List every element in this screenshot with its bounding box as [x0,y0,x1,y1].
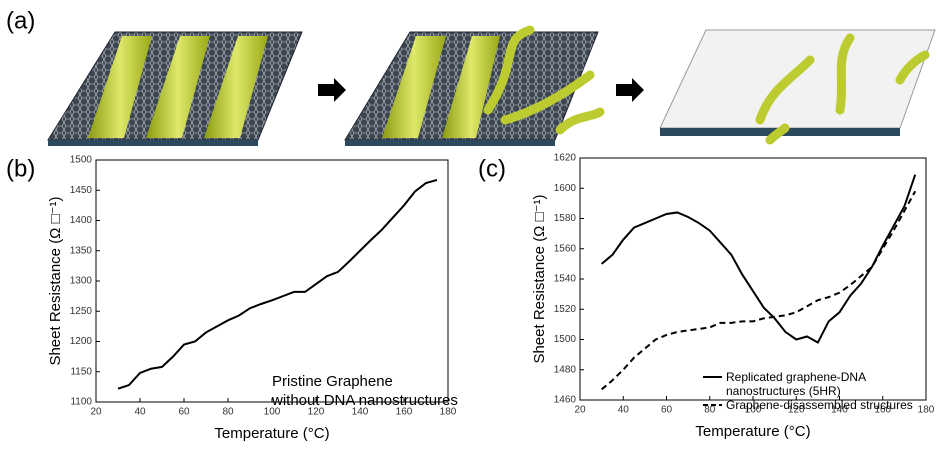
y-tick-label: 1560 [554,243,577,254]
legend-label: Graphene-disassembled structures [726,398,931,412]
x-tick-label: 80 [222,407,234,418]
y-tick-label: 1150 [70,366,92,377]
y-tick-label: 1460 [554,395,577,406]
x-tick-label: 20 [90,407,102,418]
y-tick-label: 1480 [554,364,577,375]
y-tick-label: 1620 [554,153,577,164]
arrow [318,78,346,102]
legend-label: Replicated graphene-DNA nanostructures (… [726,370,931,398]
y-tick-label: 1350 [70,245,93,256]
y-tick-label: 1450 [70,185,93,196]
y-tick-label: 1200 [70,336,93,347]
figure: (a) (b)204060801001201401601801100115012… [0,0,940,457]
y-axis-label: Sheet Resistance (Ω □⁻¹) [531,194,548,363]
y-tick-label: 1400 [70,215,93,226]
y-tick-label: 1300 [70,276,93,287]
x-tick-label: 40 [134,407,146,418]
annotation: Pristine Graphene [272,373,393,390]
y-tick-label: 1100 [70,397,92,408]
legend-entry: Graphene-disassembled structures [726,398,931,430]
plot-frame [580,158,926,400]
graphene-sheet [660,30,935,128]
y-tick-label: 1520 [554,304,577,315]
y-tick-label: 1250 [70,306,93,317]
x-tick-label: 60 [661,405,673,416]
sheet-edge [48,140,258,146]
y-tick-label: 1580 [554,213,577,224]
x-tick-label: 20 [574,405,586,416]
y-tick-label: 1500 [70,155,93,166]
x-axis-label: Temperature (°C) [214,425,329,442]
panel-label: (a) [6,7,35,34]
x-tick-label: 60 [178,407,190,418]
x-tick-label: 40 [618,405,630,416]
illustration [48,30,935,146]
data-line [118,180,437,389]
y-tick-label: 1600 [554,183,577,194]
y-tick-label: 1500 [554,334,577,345]
panel-label: (b) [6,155,35,182]
panel-label: (c) [478,155,506,182]
y-tick-label: 1540 [554,274,577,285]
data-line [602,175,916,343]
sheet-edge [345,140,555,146]
x-tick-label: 80 [704,405,716,416]
y-axis-label: Sheet Resistance (Ω □⁻¹) [47,196,64,365]
plot-frame [96,160,448,402]
annotation: without DNA nanostructures [271,392,458,409]
arrow [616,78,644,102]
